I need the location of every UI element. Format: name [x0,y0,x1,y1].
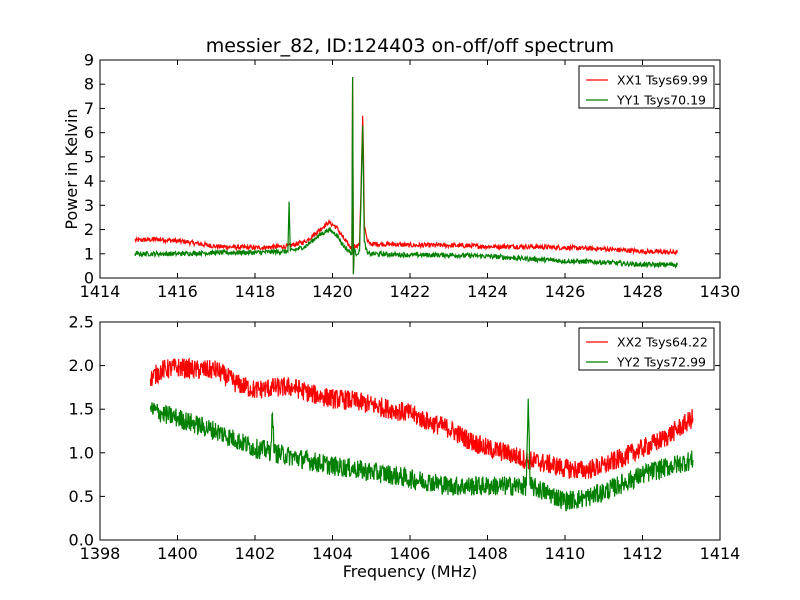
legend-label: XX2 Tsys64.22 [617,335,708,350]
x-tick-label: 1414 [80,282,121,301]
figure-title: messier_82, ID:124403 on-off/off spectru… [206,35,614,57]
x-tick-label: 1426 [545,282,586,301]
legend-label: YY2 Tsys72.99 [616,355,706,370]
legend: XX1 Tsys69.99 YY1 Tsys70.19 [578,65,715,109]
y-axis-label: Power in Kelvin [62,108,81,229]
series-line-green-top [134,76,678,275]
y-tick-label: 4 [84,172,94,191]
y-tick-label: 2.0 [69,356,94,375]
x-tick-label: 1424 [467,282,508,301]
x-tick-label: 1414 [700,544,741,563]
bottom-panel: 1398 1400 1402 1404 1406 1408 1410 1412 1414 0.0 0… [69,313,741,582]
y-tick-label: 7 [84,99,94,118]
series-line-red-bottom [149,357,694,480]
x-tick-label: 1402 [235,544,276,563]
x-tick-label: 1398 [80,544,121,563]
y-tick-label: 1 [84,244,94,263]
y-tick-label: 1.5 [69,400,94,419]
legend-label: XX1 Tsys69.99 [617,73,708,88]
y-tick-label: 2 [84,220,94,239]
x-tick-label: 1430 [700,282,741,301]
x-tick-label: 1404 [312,544,353,563]
y-tick-label: 6 [84,123,94,142]
top-panel: 1414 1416 1418 1420 1422 1424 1426 1428 1430 0 1 2 3… [62,51,740,302]
x-tick-label: 1412 [622,544,663,563]
y-tick-label: 2.5 [69,313,94,332]
x-tick-label: 1416 [157,282,198,301]
x-tick-label: 1420 [312,282,353,301]
x-tick-label: 1428 [622,282,663,301]
y-tick-label: 1.0 [69,443,94,462]
x-tick-label: 1400 [157,544,198,563]
x-axis-label: Frequency (MHz) [343,562,477,581]
y-tick-label: 0.5 [69,487,94,506]
y-tick-label: 8 [84,75,94,94]
x-tick-label: 1406 [390,544,431,563]
y-tick-label: 3 [84,196,94,215]
x-tick-label: 1410 [545,544,586,563]
x-tick-label: 1418 [235,282,276,301]
legend-label: YY1 Tsys70.19 [616,93,706,108]
y-tick-label: 0 [84,269,94,288]
x-tick-label: 1408 [467,544,508,563]
legend: XX2 Tsys64.22 YY2 Tsys72.99 [578,327,715,371]
series-line-green-bottom [149,398,694,512]
legend-box [578,65,715,109]
y-tick-label: 0.0 [69,531,94,550]
legend-box [578,327,715,371]
series-line-red-top [134,76,678,274]
x-tick-label: 1422 [390,282,431,301]
y-tick-label: 9 [84,51,94,70]
y-tick-label: 5 [84,147,94,166]
